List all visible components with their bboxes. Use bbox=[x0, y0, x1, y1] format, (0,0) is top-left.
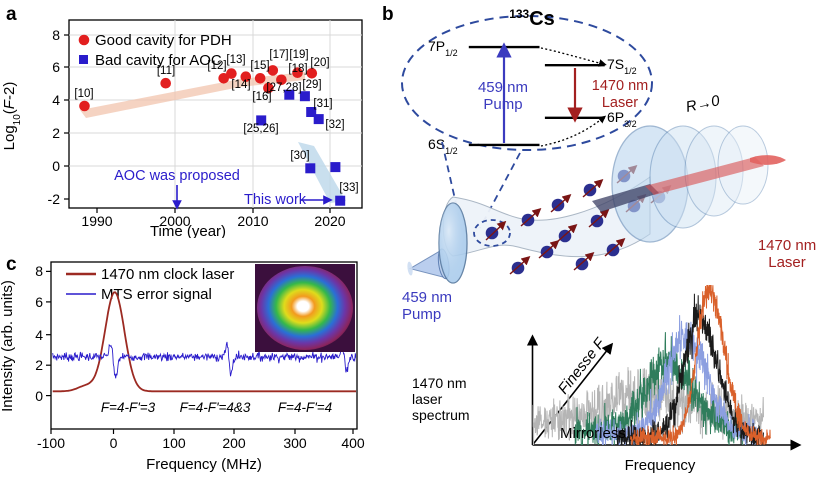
svg-text:1470 nm: 1470 nm bbox=[412, 375, 466, 391]
svg-text:-2: -2 bbox=[48, 191, 61, 207]
svg-text:400: 400 bbox=[341, 435, 365, 451]
svg-text:6P3/2: 6P3/2 bbox=[607, 109, 637, 129]
svg-text:Finesse F: Finesse F bbox=[555, 334, 609, 397]
svg-text:Log10(F-2): Log10(F-2) bbox=[1, 82, 23, 151]
svg-text:0: 0 bbox=[35, 388, 43, 404]
svg-text:2020: 2020 bbox=[314, 213, 345, 229]
svg-text:[20]: [20] bbox=[310, 57, 329, 69]
svg-text:[15]: [15] bbox=[250, 60, 269, 72]
svg-text:Laser: Laser bbox=[768, 254, 806, 271]
svg-text:Pump: Pump bbox=[483, 96, 522, 113]
svg-text:Intensity (arb. units): Intensity (arb. units) bbox=[0, 280, 16, 412]
svg-text:2010: 2010 bbox=[237, 213, 268, 229]
svg-text:8: 8 bbox=[52, 27, 60, 43]
svg-text:1990: 1990 bbox=[81, 213, 112, 229]
svg-text:F=4-F'=3: F=4-F'=3 bbox=[101, 400, 156, 415]
svg-text:[12]: [12] bbox=[207, 60, 226, 72]
svg-text:[33]: [33] bbox=[339, 182, 358, 194]
svg-text:300: 300 bbox=[283, 435, 307, 451]
svg-text:0: 0 bbox=[52, 158, 60, 174]
svg-text:[13]: [13] bbox=[226, 54, 245, 66]
svg-text:spectrum: spectrum bbox=[412, 407, 470, 423]
svg-text:4: 4 bbox=[35, 327, 43, 343]
svg-text:[32]: [32] bbox=[325, 119, 344, 131]
svg-text:4: 4 bbox=[52, 92, 60, 108]
svg-text:6: 6 bbox=[52, 59, 60, 75]
svg-text:133Cs: 133Cs bbox=[509, 7, 555, 30]
svg-text:[19]: [19] bbox=[289, 49, 308, 61]
svg-text:[17]: [17] bbox=[269, 49, 288, 61]
svg-text:Frequency: Frequency bbox=[625, 457, 696, 474]
svg-text:200: 200 bbox=[222, 435, 246, 451]
svg-text:[10]: [10] bbox=[74, 88, 93, 100]
svg-text:[31]: [31] bbox=[313, 98, 332, 110]
svg-text:1470 nm: 1470 nm bbox=[758, 237, 816, 254]
svg-text:2: 2 bbox=[35, 357, 43, 373]
svg-text:7S1/2: 7S1/2 bbox=[607, 56, 637, 76]
svg-text:Mirrorless: Mirrorless bbox=[560, 425, 626, 442]
svg-text:Time (year): Time (year) bbox=[150, 223, 226, 238]
svg-text:F=4-F'=4&3: F=4-F'=4&3 bbox=[180, 400, 251, 415]
svg-text:[27,28]: [27,28] bbox=[266, 82, 301, 94]
svg-text:1470 nm: 1470 nm bbox=[592, 78, 648, 94]
svg-text:2: 2 bbox=[52, 125, 60, 141]
svg-text:[18]: [18] bbox=[288, 63, 307, 75]
svg-text:[29]: [29] bbox=[302, 79, 321, 91]
svg-text:F=4-F'=4: F=4-F'=4 bbox=[278, 400, 332, 415]
svg-text:Frequency (MHz): Frequency (MHz) bbox=[146, 456, 262, 473]
svg-text:This work: This work bbox=[244, 192, 307, 208]
svg-text:1470 nm clock laser: 1470 nm clock laser bbox=[101, 266, 234, 283]
svg-text:100: 100 bbox=[162, 435, 186, 451]
svg-text:[14]: [14] bbox=[231, 79, 250, 91]
svg-text:[30]: [30] bbox=[290, 150, 309, 162]
svg-text:6: 6 bbox=[35, 294, 43, 310]
svg-text:7P1/2: 7P1/2 bbox=[428, 38, 458, 58]
svg-text:Good cavity for PDH: Good cavity for PDH bbox=[95, 32, 232, 49]
svg-text:R→0: R→0 bbox=[684, 92, 722, 116]
svg-text:[25,26]: [25,26] bbox=[243, 123, 278, 135]
svg-text:AOC was proposed: AOC was proposed bbox=[114, 168, 240, 184]
svg-text:-100: -100 bbox=[37, 435, 65, 451]
svg-text:laser: laser bbox=[412, 391, 443, 407]
svg-text:[11]: [11] bbox=[157, 65, 175, 77]
svg-text:459 nm: 459 nm bbox=[478, 79, 528, 96]
svg-text:0: 0 bbox=[110, 435, 118, 451]
svg-text:Laser: Laser bbox=[602, 95, 638, 111]
svg-text:8: 8 bbox=[35, 263, 43, 279]
